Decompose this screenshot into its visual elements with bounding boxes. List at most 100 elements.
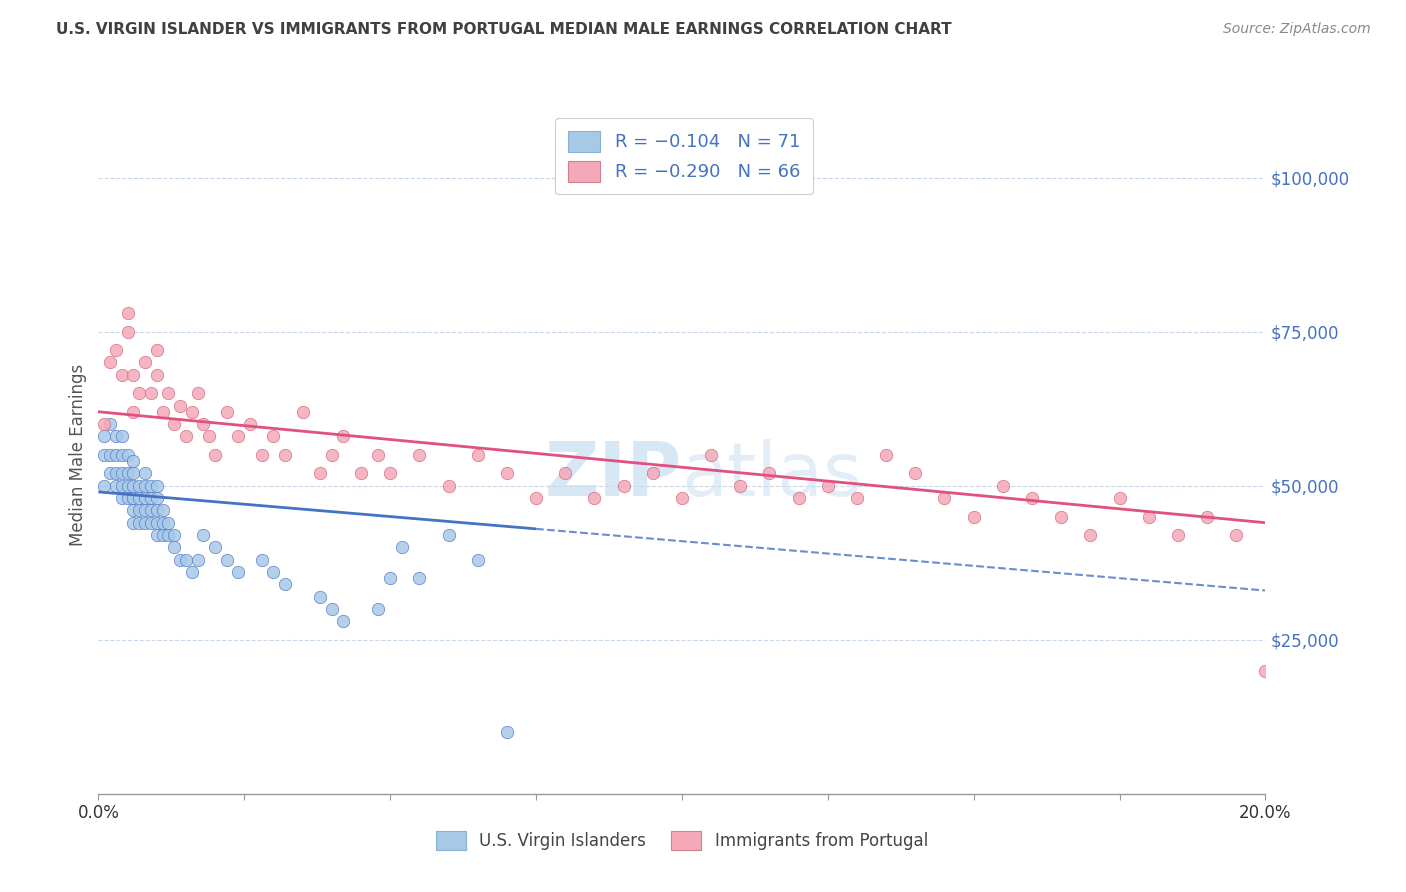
Point — [117, 491, 139, 505]
Point — [146, 503, 169, 517]
Point — [274, 448, 297, 462]
Point — [122, 368, 145, 382]
Point — [1225, 528, 1247, 542]
Point — [367, 448, 389, 462]
Point — [134, 467, 156, 481]
Point — [187, 386, 209, 401]
Point — [98, 448, 121, 462]
Point — [93, 429, 115, 443]
Point — [671, 491, 693, 505]
Point — [321, 448, 343, 462]
Point — [128, 491, 150, 505]
Point — [991, 479, 1014, 493]
Point — [228, 565, 250, 579]
Point — [157, 528, 180, 542]
Point — [350, 467, 373, 481]
Point — [391, 541, 413, 555]
Point — [134, 503, 156, 517]
Point — [204, 448, 226, 462]
Point — [122, 454, 145, 468]
Point — [467, 448, 489, 462]
Point — [93, 448, 115, 462]
Point — [111, 429, 134, 443]
Point — [641, 467, 664, 481]
Text: atlas: atlas — [682, 439, 863, 512]
Point — [146, 491, 169, 505]
Point — [437, 528, 460, 542]
Point — [274, 577, 297, 591]
Point — [962, 509, 984, 524]
Point — [250, 552, 273, 566]
Point — [152, 516, 174, 530]
Point — [139, 503, 162, 517]
Point — [262, 429, 284, 443]
Point — [239, 417, 262, 431]
Point — [157, 386, 180, 401]
Point — [104, 429, 127, 443]
Point — [1080, 528, 1102, 542]
Point — [104, 343, 127, 358]
Point — [262, 565, 284, 579]
Point — [495, 467, 517, 481]
Point — [117, 467, 139, 481]
Point — [117, 306, 139, 320]
Point — [122, 405, 145, 419]
Point — [193, 417, 215, 431]
Legend: U.S. Virgin Islanders, Immigrants from Portugal: U.S. Virgin Islanders, Immigrants from P… — [426, 821, 938, 860]
Point — [163, 417, 186, 431]
Point — [180, 405, 202, 419]
Point — [437, 479, 460, 493]
Point — [583, 491, 606, 505]
Point — [1050, 509, 1073, 524]
Point — [408, 571, 430, 585]
Text: U.S. VIRGIN ISLANDER VS IMMIGRANTS FROM PORTUGAL MEDIAN MALE EARNINGS CORRELATIO: U.S. VIRGIN ISLANDER VS IMMIGRANTS FROM … — [56, 22, 952, 37]
Point — [122, 491, 145, 505]
Point — [128, 386, 150, 401]
Point — [122, 503, 145, 517]
Point — [146, 343, 169, 358]
Point — [467, 552, 489, 566]
Point — [180, 565, 202, 579]
Point — [122, 479, 145, 493]
Point — [139, 386, 162, 401]
Point — [104, 467, 127, 481]
Point — [104, 448, 127, 462]
Point — [98, 355, 121, 369]
Point — [332, 429, 354, 443]
Point — [128, 479, 150, 493]
Point — [174, 552, 197, 566]
Point — [228, 429, 250, 443]
Point — [163, 541, 186, 555]
Point — [111, 479, 134, 493]
Point — [1167, 528, 1189, 542]
Point — [321, 602, 343, 616]
Point — [134, 491, 156, 505]
Point — [98, 417, 121, 431]
Point — [378, 571, 402, 585]
Point — [134, 516, 156, 530]
Point — [104, 479, 127, 493]
Point — [146, 479, 169, 493]
Point — [93, 479, 115, 493]
Point — [758, 467, 780, 481]
Point — [817, 479, 839, 493]
Point — [146, 528, 169, 542]
Point — [198, 429, 221, 443]
Point — [1254, 664, 1277, 678]
Point — [728, 479, 751, 493]
Point — [111, 467, 134, 481]
Point — [193, 528, 215, 542]
Point — [117, 325, 139, 339]
Point — [904, 467, 927, 481]
Point — [1108, 491, 1130, 505]
Point — [250, 448, 273, 462]
Point — [1021, 491, 1043, 505]
Point — [122, 467, 145, 481]
Point — [291, 405, 314, 419]
Point — [309, 467, 332, 481]
Point — [93, 417, 115, 431]
Point — [117, 479, 139, 493]
Point — [367, 602, 389, 616]
Point — [152, 528, 174, 542]
Text: ZIP: ZIP — [544, 439, 682, 512]
